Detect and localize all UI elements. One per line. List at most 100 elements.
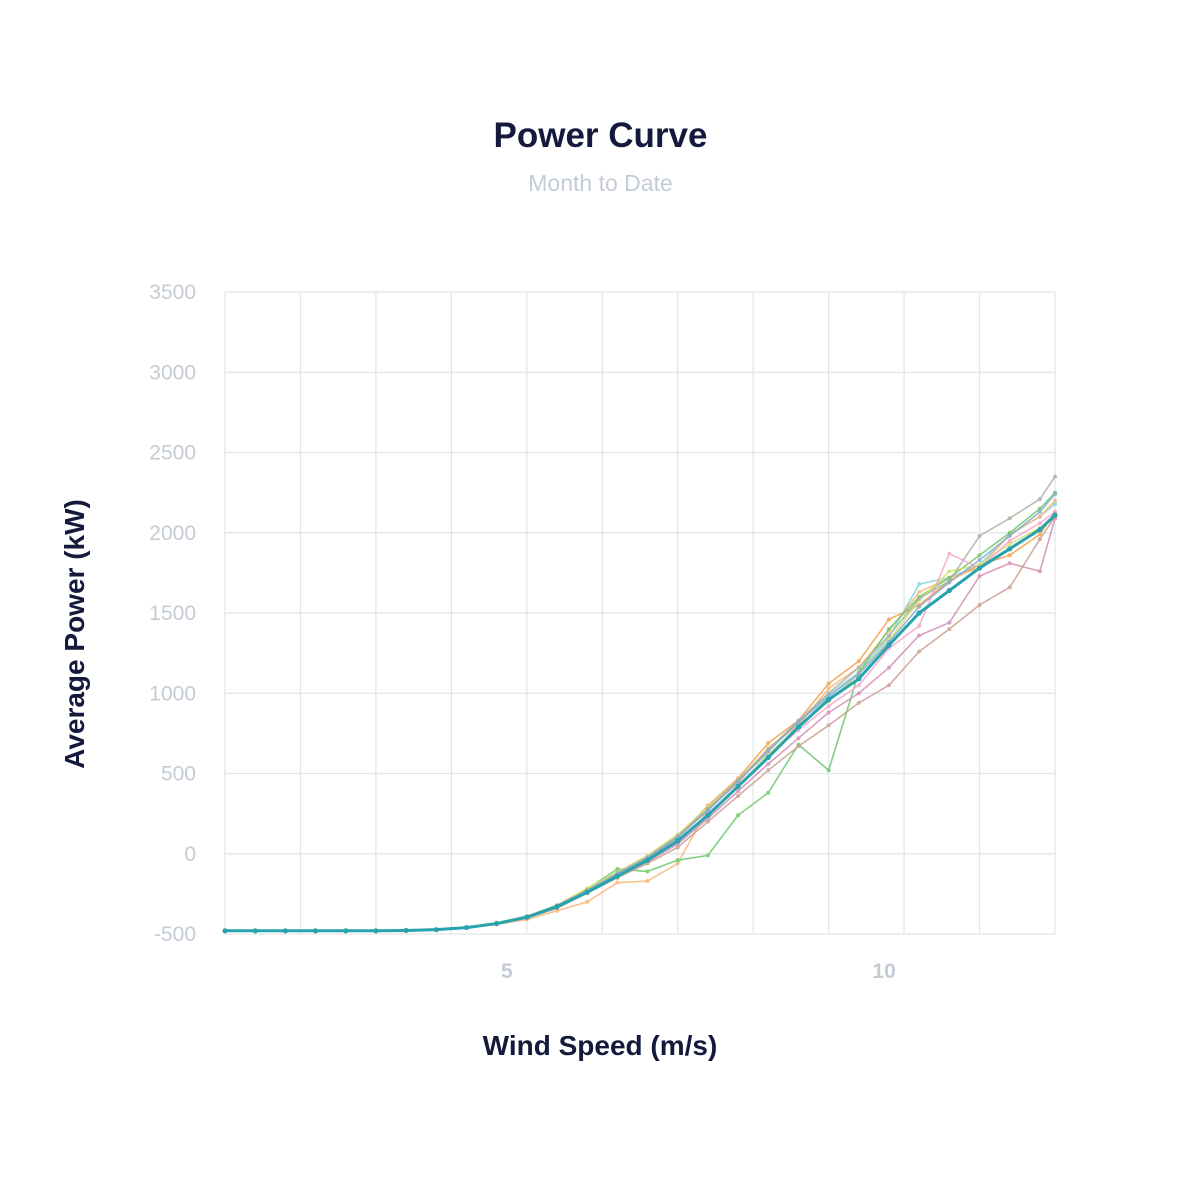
data-point [826, 681, 831, 686]
data-point [1052, 512, 1058, 518]
x-axis-title: Wind Speed (m/s) [483, 1030, 718, 1061]
data-point [1037, 509, 1042, 514]
data-point [1053, 474, 1057, 479]
data-point [917, 604, 922, 609]
tick-labels: -500 0 500 1000 1500 2000 2500 3000 3500 5 10 [149, 281, 895, 983]
series-3 [223, 509, 1057, 933]
data-point [765, 754, 771, 761]
data-point [343, 928, 349, 934]
data-point [1037, 497, 1042, 502]
data-point [584, 889, 590, 895]
data-point [917, 596, 922, 601]
grid [224, 291, 1056, 935]
data-point [1007, 541, 1012, 546]
data-point [252, 928, 258, 934]
data-point [917, 590, 922, 595]
data-point [736, 789, 741, 794]
data-point [947, 580, 952, 585]
data-point [736, 779, 741, 784]
data-point [494, 920, 500, 927]
data-point [705, 819, 710, 824]
x-tick-label: 10 [872, 960, 895, 983]
data-point [1037, 537, 1042, 542]
data-point [947, 620, 952, 625]
chart-title: Power Curve [493, 116, 708, 155]
data-point [585, 899, 590, 904]
data-point [856, 700, 861, 705]
data-point [826, 710, 831, 715]
data-point [947, 551, 952, 556]
data-point [766, 761, 771, 766]
data-point [886, 642, 892, 648]
data-point [1053, 498, 1057, 503]
data-point [735, 783, 741, 789]
data-point [826, 768, 831, 773]
data-point [615, 866, 620, 871]
y-tick-label: 3500 [149, 281, 196, 304]
data-point [887, 665, 891, 670]
series-1 [222, 512, 1058, 934]
data-point [917, 582, 922, 587]
data-point [977, 553, 982, 558]
data-point [312, 928, 319, 934]
data-point [977, 558, 982, 563]
data-point [917, 623, 922, 628]
data-point [705, 812, 711, 818]
data-point [644, 857, 651, 863]
data-point [675, 838, 681, 844]
data-point [887, 633, 891, 638]
data-point [614, 873, 620, 879]
data-point [766, 790, 771, 795]
data-point [796, 744, 801, 749]
data-point [1007, 553, 1012, 558]
data-point [433, 927, 439, 933]
data-point [1037, 521, 1042, 526]
y-axis-title: Average Power (kW) [59, 499, 90, 769]
data-point [947, 627, 952, 632]
data-point [887, 617, 891, 622]
data-point [856, 665, 861, 670]
data-point [1037, 532, 1042, 537]
data-point [887, 627, 891, 632]
data-point [976, 565, 983, 571]
data-point [736, 793, 741, 798]
data-point [766, 741, 771, 746]
series-line [224, 511, 1056, 932]
y-tick-label: 2500 [149, 442, 196, 465]
data-point [856, 683, 861, 688]
y-tick-label: -500 [154, 923, 196, 946]
data-point [675, 858, 680, 863]
data-point [1007, 561, 1012, 566]
data-point [796, 720, 801, 725]
data-point [826, 697, 832, 703]
data-point [554, 904, 560, 910]
y-tick-label: 500 [161, 763, 196, 786]
series-2 [223, 501, 1057, 933]
data-point [856, 671, 861, 676]
data-point [675, 845, 680, 850]
data-point [916, 610, 922, 616]
data-point [977, 602, 982, 607]
y-tick-label: 2000 [149, 522, 196, 545]
y-tick-label: 1000 [149, 682, 196, 705]
series-line [224, 511, 1056, 932]
data-point [947, 569, 952, 574]
series-line [224, 515, 1056, 932]
data-point [403, 927, 409, 934]
data-point [1053, 492, 1057, 497]
series-line [224, 517, 1056, 932]
chart-subtitle: Month to Date [528, 170, 673, 196]
data-point [856, 676, 862, 682]
series-layer [222, 474, 1058, 934]
data-point [1007, 533, 1012, 538]
data-point [917, 649, 922, 654]
data-point [856, 659, 861, 664]
data-point [946, 587, 952, 594]
y-tick-label: 3000 [149, 361, 196, 384]
series-line [224, 517, 1056, 932]
data-point [1007, 538, 1012, 543]
data-point [524, 914, 530, 920]
data-point [977, 533, 982, 538]
data-point [826, 704, 831, 709]
data-point [1037, 526, 1043, 533]
